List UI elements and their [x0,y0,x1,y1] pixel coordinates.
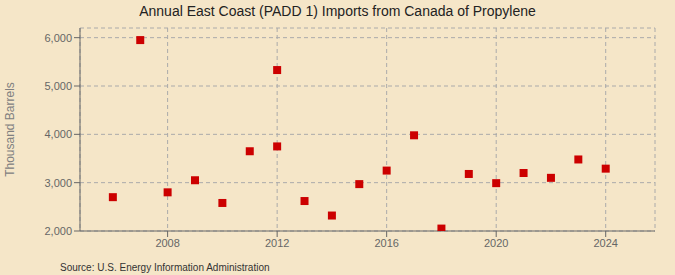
svg-text:2,000: 2,000 [44,225,72,237]
html-text:Source: U.S. Energy Informatio: Source: U.S. Energy Information Administ… [60,262,270,273]
svg-text:Thousand Barrels: Thousand Barrels [8,82,17,177]
svg-text:2020: 2020 [484,237,508,249]
svg-text:5,000: 5,000 [44,80,72,92]
html-text:Annual East Coast (PADD 1) Imp: Annual East Coast (PADD 1) Imports from … [139,3,536,19]
svg-text:4,000: 4,000 [44,128,72,140]
svg-text:2012: 2012 [265,237,289,249]
svg-text:2008: 2008 [155,237,179,249]
svg-text:6,000: 6,000 [44,32,72,44]
svg-text:2016: 2016 [374,237,398,249]
svg-text:2024: 2024 [593,237,617,249]
svg-text:3,000: 3,000 [44,177,72,189]
